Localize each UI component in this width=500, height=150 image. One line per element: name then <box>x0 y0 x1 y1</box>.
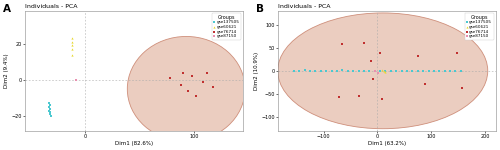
gse137505 <box>338 69 346 72</box>
gse76714 <box>198 81 206 83</box>
Ellipse shape <box>278 13 488 129</box>
gse76714 <box>179 71 187 74</box>
Text: Individuals - PCA: Individuals - PCA <box>25 4 78 9</box>
gse76714 <box>184 90 192 92</box>
gse137505 <box>403 70 411 72</box>
gse137505 <box>45 106 53 108</box>
gse137505 <box>382 70 390 72</box>
gse60621 <box>68 53 76 56</box>
gse76714 <box>334 96 342 99</box>
Text: A: A <box>3 4 11 14</box>
Legend: gse137505, gse60621, gse76714, gse87150: gse137505, gse60621, gse76714, gse87150 <box>212 13 241 40</box>
gse137505 <box>408 70 416 72</box>
gse87150 <box>370 70 378 72</box>
gse137505 <box>344 70 352 72</box>
gse137505 <box>398 70 406 72</box>
gse137505 <box>440 70 448 72</box>
gse137505 <box>392 70 400 72</box>
gse60621 <box>380 70 388 72</box>
gse76714 <box>210 86 218 88</box>
Y-axis label: Dim2 (10.9%): Dim2 (10.9%) <box>254 52 259 90</box>
gse137505 <box>47 115 55 117</box>
gse60621 <box>382 70 390 73</box>
Text: Individuals - PCA: Individuals - PCA <box>278 4 330 9</box>
gse137505 <box>457 70 465 72</box>
gse137505 <box>419 70 427 72</box>
gse137505 <box>424 70 432 72</box>
gse137505 <box>317 70 325 72</box>
gse76714 <box>369 78 377 80</box>
gse137505 <box>328 70 336 72</box>
gse87150 <box>72 79 80 81</box>
gse137505 <box>296 70 304 72</box>
gse137505 <box>322 70 330 72</box>
gse76714 <box>453 52 461 55</box>
gse76714 <box>166 77 174 79</box>
gse137505 <box>45 102 53 105</box>
gse76714 <box>176 84 184 87</box>
X-axis label: Dim1 (82.6%): Dim1 (82.6%) <box>115 141 153 146</box>
gse137505 <box>46 111 54 114</box>
gse60621 <box>68 37 76 39</box>
gse137505 <box>290 70 298 72</box>
gse137505 <box>354 70 362 72</box>
X-axis label: Dim1 (63.2%): Dim1 (63.2%) <box>368 141 406 146</box>
gse76714 <box>376 52 384 55</box>
Legend: gse137505, gse60621, gse76714, gse87150: gse137505, gse60621, gse76714, gse87150 <box>464 13 494 40</box>
gse137505 <box>414 70 422 72</box>
gse76714 <box>354 95 362 97</box>
gse137505 <box>312 70 320 72</box>
gse60621 <box>68 44 76 47</box>
gse137505 <box>45 110 53 112</box>
gse137505 <box>306 70 314 72</box>
Ellipse shape <box>128 36 245 141</box>
gse137505 <box>46 104 54 106</box>
gse137505 <box>446 70 454 72</box>
gse137505 <box>300 69 308 72</box>
gse137505 <box>349 70 357 72</box>
gse60621 <box>378 69 386 71</box>
gse76714 <box>360 42 368 44</box>
gse87150 <box>374 71 382 74</box>
gse137505 <box>46 113 54 116</box>
gse76714 <box>188 75 196 77</box>
gse76714 <box>192 95 200 97</box>
gse137505 <box>436 70 444 72</box>
gse137505 <box>430 70 438 72</box>
Y-axis label: Dim2 (9.4%): Dim2 (9.4%) <box>4 54 9 88</box>
gse137505 <box>370 70 378 72</box>
Text: B: B <box>256 4 264 14</box>
gse137505 <box>366 70 374 72</box>
gse137505 <box>376 70 384 72</box>
gse76714 <box>203 71 211 74</box>
gse76714 <box>378 98 386 101</box>
gse137505 <box>387 70 395 72</box>
gse76714 <box>414 55 422 57</box>
gse76714 <box>338 43 346 45</box>
gse137505 <box>333 70 341 72</box>
gse76714 <box>421 82 429 85</box>
gse60621 <box>68 41 76 43</box>
gse137505 <box>360 70 368 72</box>
gse60621 <box>68 48 76 50</box>
gse137505 <box>452 70 460 72</box>
gse76714 <box>458 87 466 90</box>
gse76714 <box>367 60 375 62</box>
gse137505 <box>46 108 54 110</box>
